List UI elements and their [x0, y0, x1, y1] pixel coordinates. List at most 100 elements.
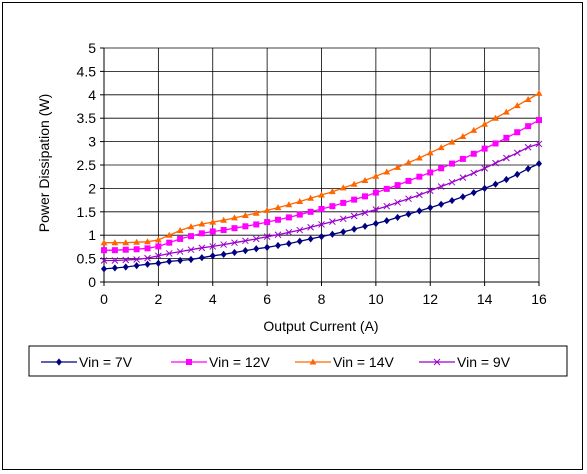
data-point: [144, 254, 151, 262]
data-point: [492, 159, 499, 167]
data-point: [535, 140, 543, 148]
data-point: [318, 205, 325, 212]
legend-label: Vin = 9V: [457, 354, 511, 370]
y-tick-label: 4.5: [77, 63, 97, 79]
data-point: [362, 193, 368, 200]
data-point-stroke: [437, 183, 445, 190]
chart-frame: 0 2 4 6 8 10 12 14 16 0 0.5 1 1.5 2 2.5 3 3.5 4 4.5 5 Power…: [2, 2, 583, 470]
data-point: [155, 259, 162, 267]
data-point: [100, 239, 108, 246]
data-point: [415, 154, 423, 161]
data-point-stroke: [242, 237, 249, 245]
data-point: [155, 243, 162, 250]
data-point: [361, 176, 369, 183]
data-point: [329, 218, 336, 225]
x-tick-label: 14: [477, 291, 493, 307]
data-point: [329, 203, 336, 210]
data-point-stroke: [394, 199, 401, 206]
data-point: [536, 117, 542, 124]
data-point: [198, 230, 205, 237]
data-point-stroke: [416, 191, 423, 199]
data-point: [470, 189, 477, 197]
data-point: [470, 126, 478, 133]
data-point: [307, 235, 314, 243]
data-point: [514, 170, 521, 178]
data-point: [525, 165, 532, 173]
data-point-stroke: [296, 226, 304, 234]
data-point: [307, 223, 314, 231]
data-point: [427, 203, 434, 212]
data-point-stroke: [350, 212, 358, 220]
y-tick-label: 3: [88, 134, 96, 150]
series-vin-12v: [101, 117, 542, 254]
data-point: [339, 215, 347, 223]
data-point: [448, 178, 456, 186]
data-point: [154, 236, 162, 243]
data-point: [264, 219, 271, 226]
series-vin-14v: [100, 89, 543, 246]
data-point: [177, 256, 184, 265]
data-point: [383, 202, 391, 210]
x-tick-label: 12: [422, 291, 438, 307]
data-point-stroke: [274, 231, 282, 239]
x-axis-label: Output Current (A): [263, 318, 378, 334]
data-point: [188, 255, 194, 264]
data-point: [122, 263, 129, 271]
data-point: [405, 210, 412, 218]
data-point: [350, 212, 358, 220]
y-tick-label: 2: [88, 180, 96, 196]
data-point-stroke: [426, 187, 434, 195]
data-point: [426, 149, 434, 156]
data-point: [362, 222, 368, 230]
y-tick-label: 0: [88, 274, 96, 290]
data-point: [503, 134, 510, 141]
data-point: [372, 172, 380, 179]
data-point: [285, 240, 292, 248]
data-point: [459, 132, 467, 139]
data-point-stroke: [122, 256, 130, 264]
data-point-stroke: [459, 174, 467, 181]
data-point: [405, 177, 412, 184]
data-point: [144, 245, 151, 252]
data-point: [285, 229, 293, 236]
data-point: [296, 237, 303, 245]
data-point: [426, 187, 434, 195]
data-point-stroke: [111, 257, 119, 264]
data-point: [188, 233, 194, 240]
data-point: [481, 145, 488, 152]
data-point: [318, 221, 325, 228]
data-point: [101, 247, 107, 254]
data-point: [133, 256, 140, 263]
data-point: [383, 168, 391, 175]
data-point: [513, 102, 521, 109]
data-point: [449, 160, 455, 167]
y-tick-label: 1.5: [77, 204, 97, 220]
data-point: [514, 129, 521, 136]
data-point: [448, 138, 456, 145]
data-point-stroke: [220, 241, 227, 248]
data-point-stroke: [263, 233, 271, 240]
legend-box: [28, 345, 568, 377]
data-point: [416, 207, 423, 215]
data-point: [328, 188, 336, 195]
data-point-stroke: [481, 164, 488, 172]
data-point: [351, 225, 358, 233]
data-point: [405, 195, 412, 203]
data-point: [535, 89, 543, 96]
data-point: [481, 120, 489, 127]
x-tick-label: 6: [263, 291, 271, 307]
data-point: [318, 191, 325, 198]
data-point: [481, 164, 488, 172]
data-point: [241, 212, 249, 219]
data-point: [503, 154, 510, 162]
data-point: [340, 199, 347, 206]
data-point: [111, 239, 119, 246]
data-point: [252, 209, 260, 216]
series-layer: [100, 89, 543, 273]
y-axis-label: Power Dissipation (W): [36, 94, 52, 232]
data-point-stroke: [503, 154, 510, 162]
data-point: [383, 185, 390, 192]
data-point: [166, 239, 173, 246]
data-point: [416, 191, 423, 199]
data-point: [220, 227, 227, 234]
